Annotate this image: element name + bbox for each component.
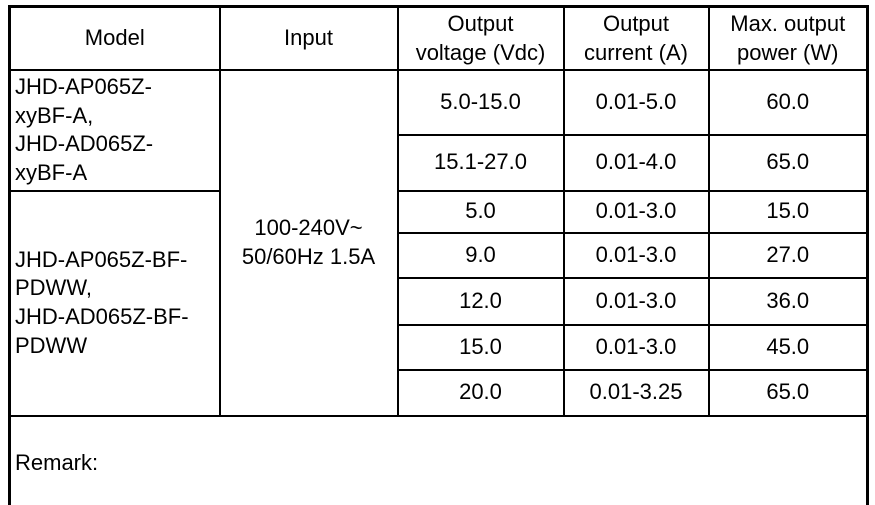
current-cell: 0.01-3.0 [562, 231, 710, 279]
model-group-pdww: JHD-AP065Z-BF- PDWW, JHD-AD065Z-BF- PDWW [8, 189, 221, 417]
model-group-xybf: JHD-AP065Z- xyBF-A, JHD-AD065Z- xyBF-A [8, 69, 221, 192]
input-spec-cell: 100-240V~ 50/60Hz 1.5A [218, 69, 399, 417]
power-cell: 60.0 [707, 69, 869, 136]
table-row: 15.0 0.01-3.0 45.0 [10, 323, 869, 371]
col-header-voltage: Output voltage (Vdc) [396, 5, 565, 72]
voltage-cell: 12.0 [396, 276, 565, 326]
remark-cell: Remark: “AP” in the model no. mean direc… [8, 414, 869, 505]
table-row: 15.1-27.0 0.01-4.0 65.0 [10, 133, 869, 192]
table-row: JHD-AP065Z- xyBF-A, JHD-AD065Z- xyBF-A 1… [8, 69, 869, 417]
col-header-power: Max. output power (W) [707, 5, 869, 72]
remark-row: Remark: “AP” in the model no. mean direc… [8, 414, 869, 505]
col-header-current: Output current (A) [562, 5, 710, 72]
current-cell: 0.01-3.0 [562, 189, 710, 234]
voltage-cell: 5.0-15.0 [396, 69, 565, 136]
voltage-cell: 5.0 [396, 189, 565, 234]
table-row: JHD-AP065Z-BF- PDWW, JHD-AD065Z-BF- PDWW… [8, 189, 869, 417]
power-cell: 27.0 [707, 231, 869, 279]
power-cell: 45.0 [707, 323, 869, 371]
power-cell: 36.0 [707, 276, 869, 326]
remark-title: Remark: [15, 450, 99, 476]
current-cell: 0.01-4.0 [562, 133, 710, 192]
header-row: Model Input Output voltage (Vdc) Output … [8, 5, 869, 72]
voltage-cell: 9.0 [396, 231, 565, 279]
table-row: 9.0 0.01-3.0 27.0 [10, 231, 869, 279]
voltage-cell: 15.1-27.0 [396, 133, 565, 192]
current-cell: 0.01-3.25 [562, 368, 710, 417]
voltage-cell: 20.0 [396, 368, 565, 417]
current-cell: 0.01-5.0 [562, 69, 710, 136]
voltage-cell: 15.0 [396, 323, 565, 371]
power-spec-table: Model Input Output voltage (Vdc) Output … [8, 5, 869, 505]
power-cell: 65.0 [707, 133, 869, 192]
table-row: 20.0 0.01-3.25 65.0 [10, 368, 869, 417]
current-cell: 0.01-3.0 [562, 276, 710, 326]
power-cell: 15.0 [707, 189, 869, 234]
current-cell: 0.01-3.0 [562, 323, 710, 371]
power-cell: 65.0 [707, 368, 869, 417]
table-row: 12.0 0.01-3.0 36.0 [10, 276, 869, 326]
col-header-input: Input [218, 5, 399, 72]
col-header-model: Model [8, 5, 221, 72]
